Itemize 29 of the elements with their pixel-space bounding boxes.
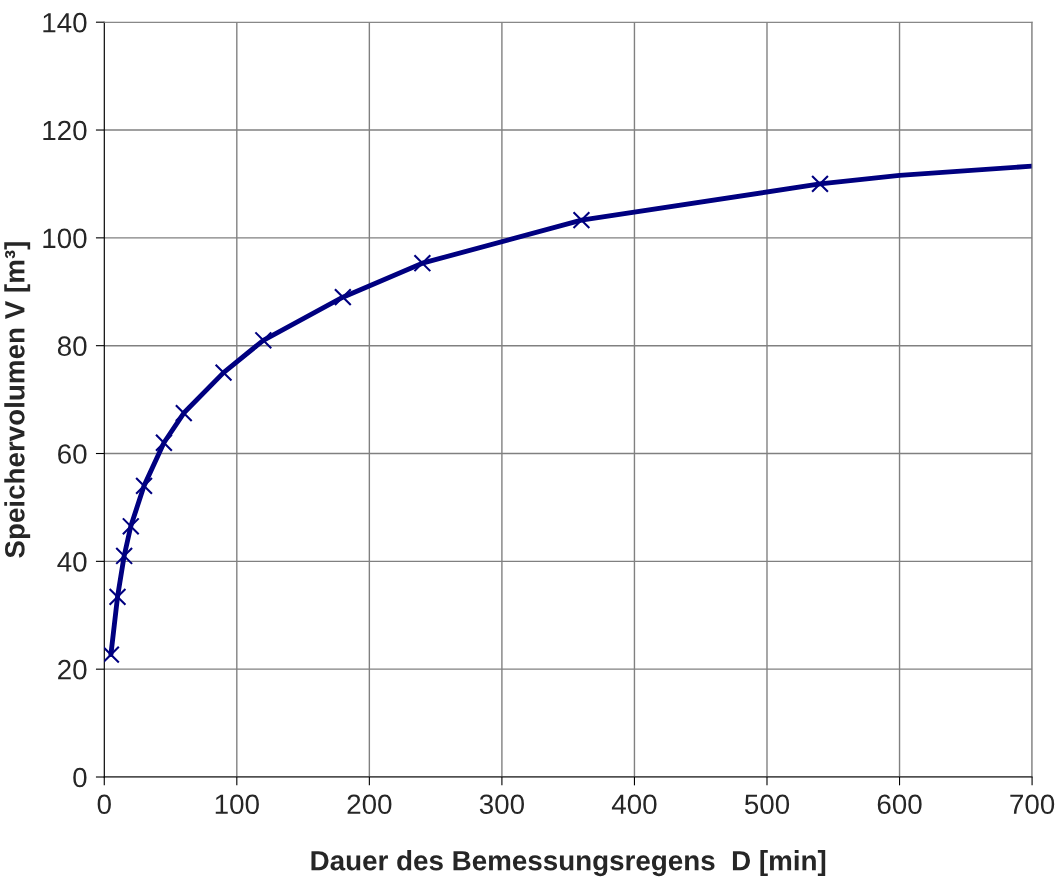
x-tick-label: 600: [877, 794, 922, 815]
point: [135, 476, 153, 495]
y-tick-label: 140: [43, 12, 87, 33]
x-tick-label: 700: [1010, 794, 1055, 815]
point: [154, 433, 173, 452]
point: [333, 288, 352, 307]
x-axis-title: Dauer des Bemessungsregens D [min]: [311, 850, 826, 877]
y-tick-label: 20: [58, 659, 87, 680]
y-tick-label: 80: [57, 336, 87, 357]
point: [413, 254, 432, 273]
y-tick-label: 40: [57, 552, 87, 572]
point: [254, 331, 273, 350]
x-tick-label: 500: [744, 794, 790, 815]
point: [572, 211, 591, 230]
x-tick-label: 300: [479, 794, 524, 815]
x-tick-label: 400: [611, 794, 657, 815]
point: [115, 546, 134, 565]
y-tick-label: 100: [43, 228, 87, 249]
x-tick-label: 0: [97, 794, 111, 815]
x-tick-label: 100: [215, 794, 259, 815]
y-tick-label: 120: [43, 120, 87, 141]
point: [121, 517, 140, 536]
y-axis-title: Speichervolumen V [m³]: [4, 242, 31, 558]
y-tick-label: 0: [73, 767, 87, 788]
point: [214, 363, 233, 382]
point: [108, 587, 127, 606]
x-tick-label: 200: [347, 794, 392, 815]
point: [811, 174, 829, 193]
y-tick-label: 60: [58, 444, 87, 464]
